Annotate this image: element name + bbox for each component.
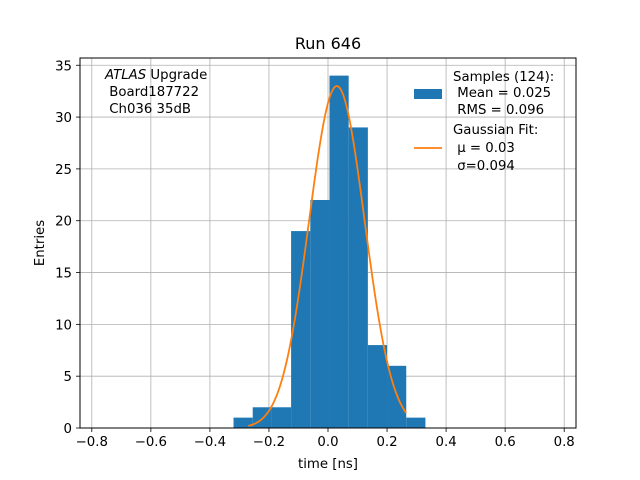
legend-histogram-swatch [414, 89, 442, 99]
y-axis-label: Entries [33, 220, 48, 266]
y-tick-label: 25 [55, 163, 72, 178]
gaussian-fit [248, 85, 407, 427]
y-tick-label: 30 [55, 111, 72, 126]
x-tick-label: −0.4 [194, 435, 226, 450]
x-tick-label: 0.2 [376, 435, 397, 450]
x-tick-label: −0.2 [253, 435, 285, 450]
y-tick-label: 5 [64, 370, 72, 385]
atlas-annotation: ATLAS Upgrade Board187722 Ch036 35dB [104, 68, 207, 117]
x-tick-label: 0.0 [317, 435, 338, 450]
legend-histogram-rms: RMS = 0.096 [453, 103, 544, 118]
x-tick-label: −0.8 [76, 435, 108, 450]
x-axis-label: time [ns] [298, 457, 358, 472]
annotation-channel: Ch036 35dB [105, 102, 191, 117]
histogram-bar [310, 199, 330, 428]
x-axis-ticks: −0.8 −0.6 −0.4 −0.2 0.0 0.2 0.4 0.6 0.8 [76, 428, 575, 450]
legend-fit-mu: μ = 0.03 [453, 141, 515, 156]
y-tick-label: 0 [64, 422, 72, 437]
y-tick-label: 20 [55, 215, 72, 230]
gaussian-fit-curve [248, 85, 407, 427]
histogram-bar [406, 417, 426, 428]
histogram-bar [367, 345, 388, 428]
annotation-atlas: ATLAS [104, 68, 147, 83]
histogram-bar [271, 407, 292, 428]
y-tick-label: 35 [55, 59, 72, 74]
x-tick-label: −0.6 [135, 435, 167, 450]
y-tick-label: 10 [55, 318, 72, 333]
legend-histogram-mean: Mean = 0.025 [453, 86, 551, 101]
histogram-bar [291, 231, 311, 428]
legend-histogram-label: Samples (124): [453, 70, 554, 85]
legend-fit-label: Gaussian Fit: [453, 123, 538, 138]
y-axis-ticks: 0 5 10 15 20 25 30 35 [55, 59, 80, 437]
annotation-upgrade: Upgrade [146, 68, 207, 83]
svg-text:ATLAS Upgrade: ATLAS Upgrade [104, 68, 207, 83]
annotation-board: Board187722 [105, 85, 199, 100]
y-tick-label: 15 [55, 267, 72, 282]
histogram-bar [233, 417, 253, 428]
histogram-bar [329, 75, 349, 428]
legend-fit-sigma: σ=0.094 [453, 159, 515, 174]
x-tick-label: 0.4 [436, 435, 457, 450]
legend: Samples (124): Mean = 0.025 RMS = 0.096 … [414, 70, 554, 174]
chart-title: Run 646 [295, 34, 361, 53]
x-tick-label: 0.6 [495, 435, 516, 450]
x-tick-label: 0.8 [554, 435, 575, 450]
